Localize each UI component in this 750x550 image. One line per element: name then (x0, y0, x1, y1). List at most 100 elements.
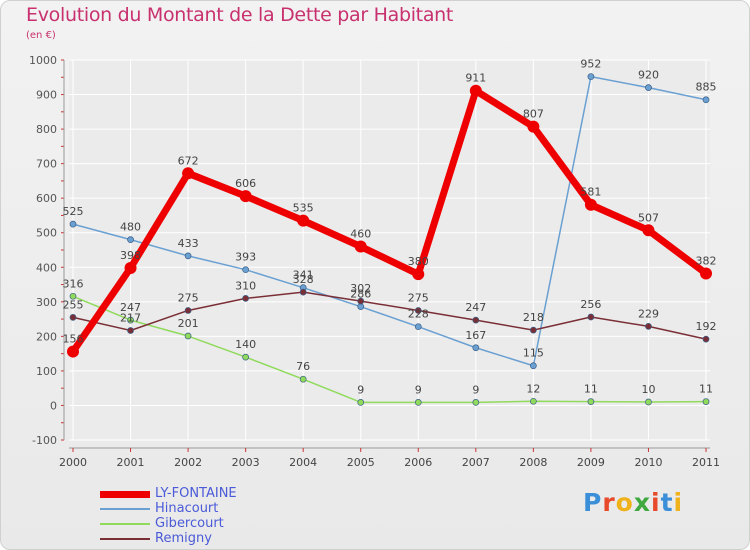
y-tick-label: -100 (32, 434, 57, 447)
series-line-hinacourt (72, 75, 707, 367)
data-label: 535 (293, 202, 314, 215)
data-point (124, 261, 137, 274)
data-point (527, 120, 540, 133)
chart-subtitle: (en €) (26, 30, 56, 41)
data-label: 256 (580, 298, 601, 311)
y-tick-label: 100 (36, 365, 57, 378)
data-label: 9 (415, 383, 422, 396)
data-label: 920 (638, 69, 659, 82)
y-tick-label: 800 (36, 123, 57, 136)
data-label: 433 (178, 237, 199, 250)
data-point (182, 167, 195, 180)
series-line-remigny (72, 291, 707, 340)
data-label: 9 (472, 383, 479, 396)
logo-letter: i (673, 488, 684, 517)
data-label: 807 (523, 108, 544, 121)
data-label: 11 (584, 383, 598, 396)
series-line-gibercourt (72, 295, 707, 404)
data-label: 885 (696, 81, 717, 94)
data-label: 310 (235, 279, 256, 292)
data-point (297, 214, 310, 227)
data-point (184, 307, 192, 314)
legend-label: LY-FONTAINE (155, 486, 237, 501)
data-point (587, 73, 595, 80)
legend-label: Gibercourt (155, 516, 224, 531)
data-label: 229 (638, 307, 659, 320)
y-tick-label: 0 (50, 399, 57, 412)
y-tick-label: 1000 (29, 54, 57, 67)
logo-letter: o (615, 488, 634, 517)
x-tick-label: 2004 (289, 456, 317, 469)
data-label: 393 (235, 251, 256, 264)
series-line-ly-fontaine (69, 87, 710, 356)
data-label: 218 (523, 311, 544, 324)
y-tick-label: 300 (36, 296, 57, 309)
data-label: 10 (641, 383, 655, 396)
legend-swatch (100, 508, 150, 510)
chart-title: Evolution du Montant de la Dette par Hab… (26, 4, 454, 26)
data-label: 76 (296, 360, 310, 373)
x-tick-label: 2000 (59, 456, 87, 469)
data-label: 255 (63, 298, 84, 311)
data-point (127, 327, 134, 334)
data-point (587, 313, 595, 321)
data-label: 247 (465, 301, 486, 314)
data-label: 167 (465, 329, 486, 342)
data-point (645, 84, 652, 91)
data-point (530, 397, 537, 405)
data-label: 952 (580, 58, 601, 71)
data-point (472, 398, 480, 406)
data-label: 115 (523, 347, 544, 360)
data-label: 382 (696, 254, 717, 267)
logo-letter: r (602, 488, 616, 517)
data-point (530, 326, 537, 334)
data-label: 275 (408, 291, 429, 304)
data-label: 228 (408, 308, 429, 321)
data-point (414, 323, 422, 331)
data-label: 672 (178, 154, 199, 167)
axes: -100 0 100 200 300 400 500 600 700 800 900 1000 2000… (29, 54, 720, 469)
data-label: 9 (357, 383, 364, 396)
logo-letter: P (583, 488, 603, 517)
data-point (67, 345, 79, 358)
data-label: 380 (408, 255, 429, 268)
data-label: 316 (63, 277, 84, 290)
data-point (584, 198, 597, 211)
data-point (702, 96, 710, 104)
data-label: 398 (120, 249, 141, 262)
data-label: 460 (350, 228, 371, 241)
data-point (472, 316, 480, 324)
legend-label: Remigny (155, 531, 212, 546)
data-labels: 1563986726065354603809118075815073825254… (63, 58, 717, 397)
data-point (414, 398, 422, 406)
x-tick-label: 2003 (232, 456, 260, 469)
data-label: 286 (350, 288, 371, 301)
data-point (242, 353, 249, 361)
data-point (642, 224, 655, 237)
y-tick-label: 600 (36, 192, 57, 205)
data-label: 341 (293, 269, 314, 282)
data-label: 192 (696, 320, 717, 333)
legend-swatch (100, 538, 150, 540)
x-tick-label: 2006 (404, 456, 432, 469)
data-point (184, 332, 192, 340)
x-tick-label: 2008 (519, 456, 547, 469)
data-point (472, 344, 480, 352)
x-tick-label: 2005 (347, 456, 375, 469)
data-point (299, 375, 307, 383)
proxiti-logo: Proxiti (583, 488, 683, 517)
data-label: 247 (120, 301, 141, 314)
data-label: 217 (120, 311, 141, 324)
data-point (414, 307, 422, 314)
legend-swatch (100, 490, 150, 498)
legend-label: Hinacourt (155, 501, 219, 516)
data-point (412, 268, 425, 281)
data-point (530, 362, 537, 370)
data-point (69, 220, 77, 228)
legend-swatch (100, 523, 150, 525)
data-point (69, 292, 77, 300)
data-label: 201 (178, 317, 199, 330)
data-point (645, 398, 652, 406)
x-tick-label: 2009 (577, 456, 605, 469)
